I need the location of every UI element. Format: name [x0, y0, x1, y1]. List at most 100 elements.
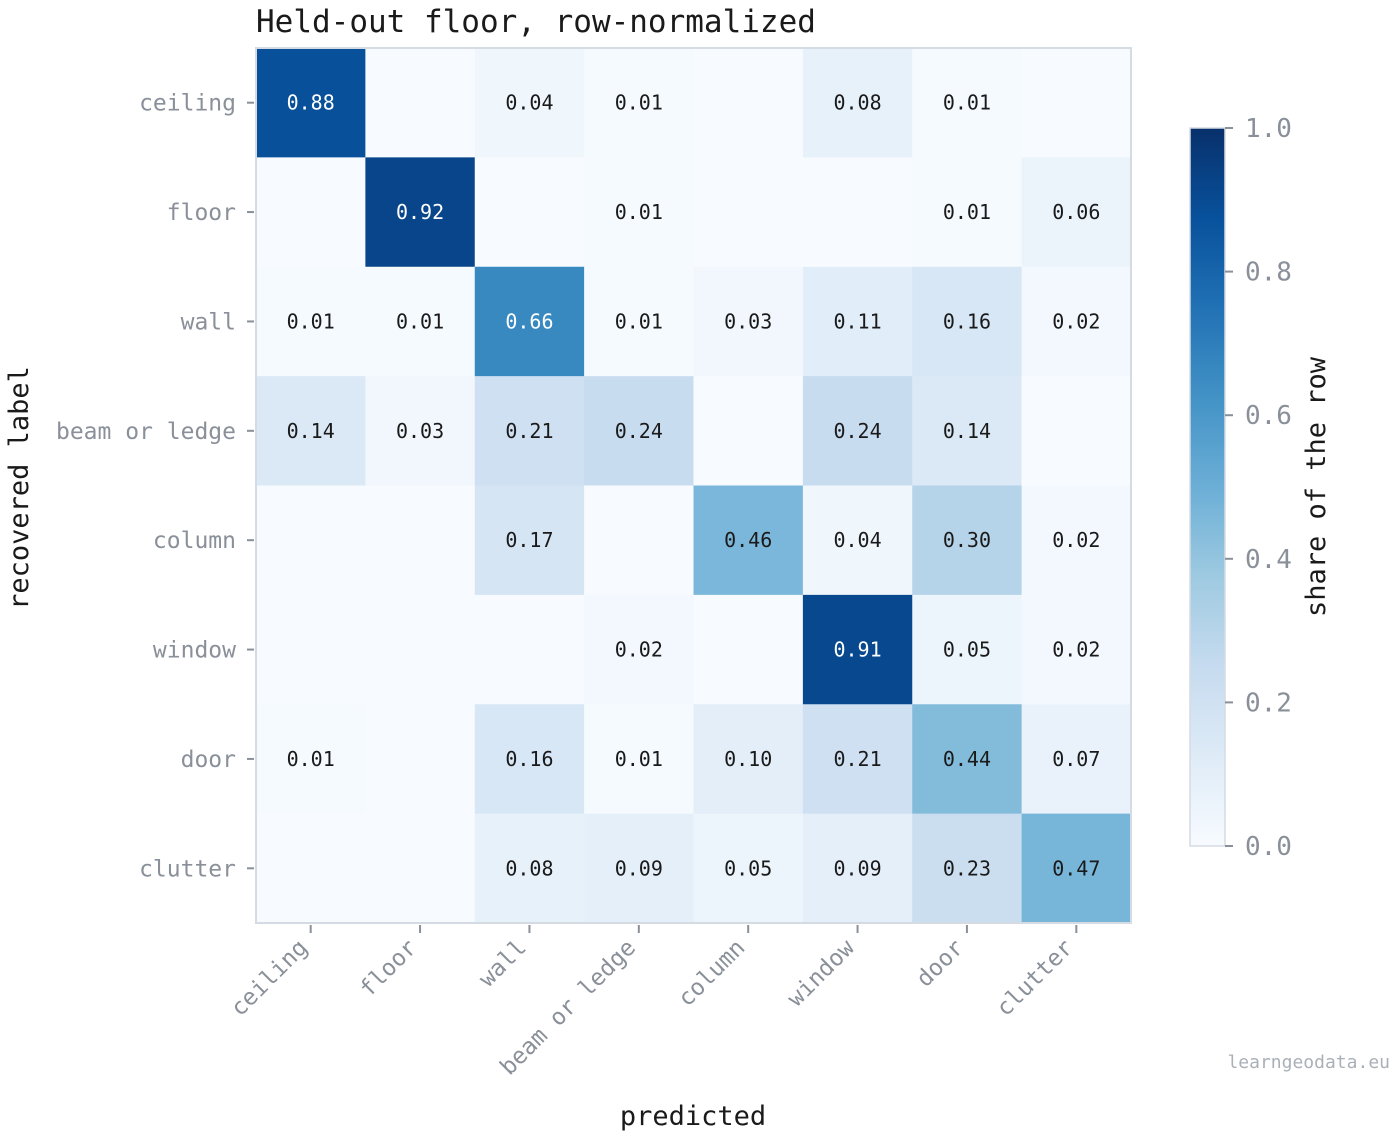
- plot-frame: [255, 47, 1132, 924]
- y-tick-label: window: [153, 638, 236, 664]
- heatmap-cell: [256, 48, 366, 158]
- heatmap-cell: [912, 704, 1023, 815]
- cell-value-label: 0.07: [1052, 747, 1100, 771]
- x-tick-label: wall: [474, 935, 532, 993]
- y-tick-label: floor: [167, 200, 236, 226]
- cell-value-label: 0.02: [615, 638, 663, 662]
- heatmap-cell: [693, 594, 804, 705]
- colorbar-gradient: [1189, 127, 1226, 847]
- heatmap-cell: [1021, 594, 1132, 705]
- heatmap-cell: [1021, 48, 1132, 158]
- heatmap-cell: [584, 594, 694, 705]
- heatmap-cell: [474, 266, 585, 377]
- watermark-text: learngeodata.eu: [1227, 1052, 1390, 1073]
- cell-value-label: 0.08: [505, 856, 553, 880]
- heatmap-cell: [1021, 157, 1132, 268]
- heatmap-cell: [474, 376, 585, 486]
- heatmap-cell: [912, 266, 1023, 377]
- colorbar-title: share of the row: [1301, 356, 1332, 617]
- cell-value-label: 0.08: [833, 91, 881, 115]
- heatmap-cell: [365, 48, 476, 158]
- heatmap-cell: [802, 594, 913, 705]
- heatmap-cell: [365, 813, 476, 924]
- cell-value-label: 0.01: [943, 200, 991, 224]
- cell-value-label: 0.23: [943, 856, 991, 880]
- x-tick-label: column: [673, 935, 750, 1012]
- heatmap-cell: [693, 485, 804, 596]
- cell-value-label: 0.47: [1052, 856, 1100, 880]
- x-tick-label: clutter: [992, 935, 1079, 1022]
- cell-value-label: 0.10: [724, 747, 772, 771]
- cell-value-label: 0.66: [505, 309, 553, 333]
- colorbar-tick-label: 0.0: [1245, 832, 1292, 862]
- heatmap-cell: [693, 157, 804, 268]
- heatmap-cell: [912, 157, 1023, 268]
- y-tick-label: beam or ledge: [56, 419, 236, 445]
- heatmap-cell: [256, 266, 366, 377]
- y-axis-ticks: ceiling floor wall beam or ledge column windo…: [56, 91, 254, 882]
- cell-value-label: 0.03: [396, 419, 444, 443]
- heatmap-cell: [802, 266, 913, 377]
- y-tick-label: clutter: [139, 856, 236, 882]
- cell-value-label: 0.01: [615, 309, 663, 333]
- heatmap-cell: [256, 813, 366, 924]
- heatmap-cell: [802, 48, 913, 158]
- heatmap-cells: [256, 48, 1132, 924]
- cell-value-label: 0.17: [505, 528, 553, 552]
- heatmap-cell: [693, 704, 804, 815]
- heatmap-cell: [474, 594, 585, 705]
- cell-value-label: 0.02: [1052, 638, 1100, 662]
- heatmap-cell: [474, 813, 585, 924]
- heatmap-cell: [365, 704, 476, 815]
- cell-value-label: 0.02: [1052, 528, 1100, 552]
- cell-value-label: 0.30: [943, 528, 991, 552]
- x-axis-title: predicted: [620, 1101, 766, 1132]
- cell-value-label: 0.14: [287, 419, 335, 443]
- heatmap-cell: [912, 485, 1023, 596]
- cell-value-label: 0.21: [505, 419, 553, 443]
- heatmap-cell: [474, 704, 585, 815]
- cell-value-label: 0.92: [396, 200, 444, 224]
- heatmap-cell: [802, 813, 913, 924]
- colorbar-tick-label: 1.0: [1245, 114, 1292, 144]
- cell-value-label: 0.01: [615, 91, 663, 115]
- colorbar-tick-label: 0.8: [1245, 258, 1292, 288]
- heatmap-cell: [365, 376, 476, 486]
- cell-value-label: 0.24: [833, 419, 881, 443]
- colorbar-ticks: 0.0 0.2 0.4 0.6 0.8 1.0: [1225, 114, 1292, 862]
- cell-value-label: 0.06: [1052, 200, 1100, 224]
- heatmap-cell: [912, 376, 1023, 486]
- cell-value-label: 0.01: [396, 309, 444, 333]
- heatmap-cell: [693, 48, 804, 158]
- cell-value-label: 0.16: [505, 747, 553, 771]
- y-tick-label: wall: [181, 309, 236, 335]
- heatmap-cell: [256, 485, 366, 596]
- x-tick-label: floor: [355, 935, 422, 1002]
- heatmap-cell: [802, 376, 913, 486]
- heatmap-cell: [474, 157, 585, 268]
- cell-value-label: 0.14: [943, 419, 991, 443]
- cell-value-label: 0.24: [615, 419, 663, 443]
- cell-value-label: 0.04: [505, 91, 553, 115]
- chart-title: Held-out floor, row-normalized: [256, 4, 816, 40]
- heatmap-cell: [912, 813, 1023, 924]
- heatmap-cell: [474, 48, 585, 158]
- heatmap-cell-labels: 0.88 0.04 0.01 0.08 0.01 0.92 0.01 0.01 0.06 0.01…: [287, 91, 1101, 881]
- heatmap-cell: [802, 485, 913, 596]
- heatmap-cell: [584, 48, 694, 158]
- cell-value-label: 0.11: [833, 309, 881, 333]
- colorbar-tick-label: 0.4: [1245, 545, 1292, 575]
- cell-value-label: 0.09: [615, 856, 663, 880]
- x-tick-label: ceiling: [226, 935, 313, 1022]
- heatmap-cell: [1021, 266, 1132, 377]
- heatmap-cell: [584, 157, 694, 268]
- heatmap-cell: [1021, 813, 1132, 924]
- heatmap-cell: [1021, 704, 1132, 815]
- heatmap-cell: [584, 376, 694, 486]
- cell-value-label: 0.88: [287, 91, 335, 115]
- heatmap-cell: [584, 813, 694, 924]
- cell-value-label: 0.03: [724, 309, 772, 333]
- heatmap-cell: [584, 266, 694, 377]
